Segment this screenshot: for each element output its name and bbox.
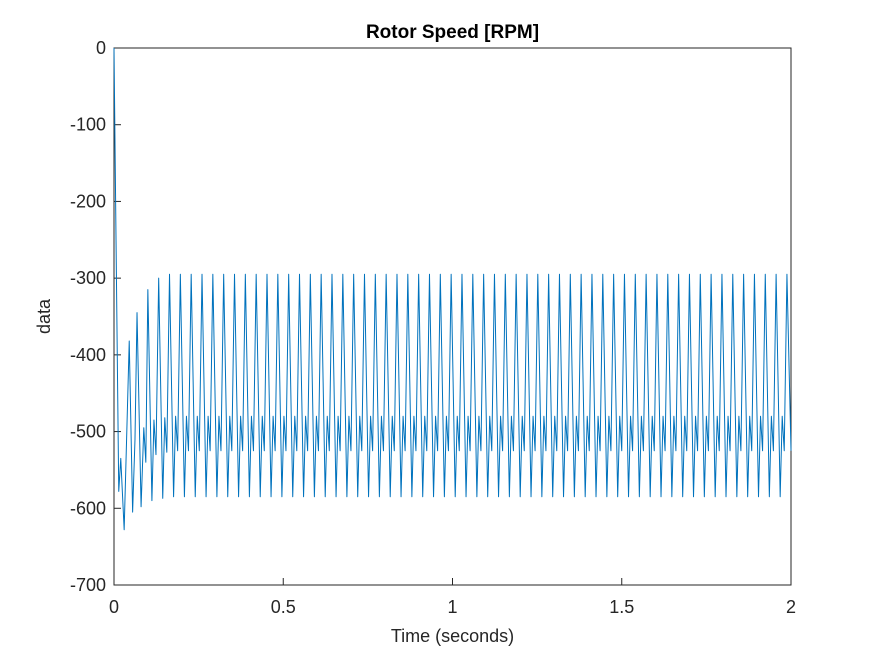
y-tick-label: -500: [70, 422, 106, 442]
y-tick-label: -600: [70, 498, 106, 518]
y-axis-label: data: [34, 298, 54, 334]
chart-title: Rotor Speed [RPM]: [366, 22, 539, 43]
x-tick-label: 1: [447, 597, 457, 617]
y-tick-label: -100: [70, 115, 106, 135]
plot-area: [113, 47, 792, 586]
y-tick-label: -400: [70, 345, 106, 365]
y-tick-label: -200: [70, 191, 106, 211]
x-tick-label: 1.5: [609, 597, 634, 617]
y-tick-label: -300: [70, 268, 106, 288]
x-axis-label: Time (seconds): [391, 626, 514, 646]
y-tick-label: 0: [96, 38, 106, 58]
data-line: [113, 47, 792, 531]
y-tick-label: -700: [70, 575, 106, 595]
x-tick-label: 0: [109, 597, 119, 617]
x-tick-label: 0.5: [271, 597, 296, 617]
x-tick-label: 2: [786, 597, 796, 617]
